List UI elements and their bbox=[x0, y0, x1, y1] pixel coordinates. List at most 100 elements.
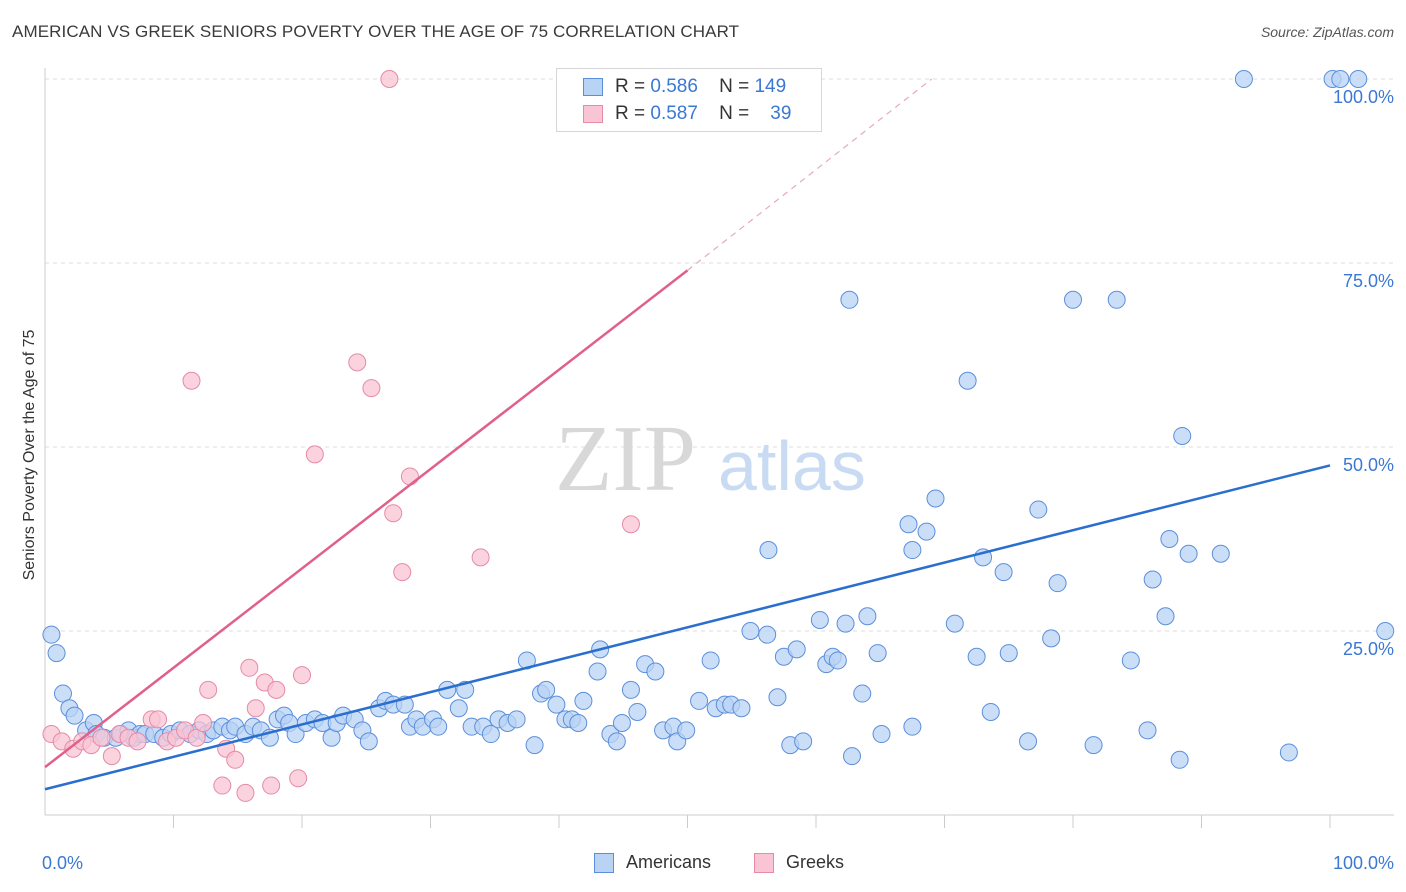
greeks-r-value: 0.587 bbox=[650, 103, 698, 124]
americans-point-92 bbox=[768, 688, 787, 707]
americans-point-129 bbox=[1143, 570, 1162, 589]
americans-point-62 bbox=[525, 736, 544, 755]
legend-row-americans: R = 0.586 N = 149 bbox=[583, 75, 786, 99]
greeks-point-36 bbox=[400, 467, 419, 486]
greeks-swatch bbox=[583, 105, 603, 123]
americans-point-83 bbox=[690, 691, 709, 710]
watermark-atlas: atlas bbox=[718, 427, 866, 505]
americans-point-125 bbox=[1084, 736, 1103, 755]
americans-point-82 bbox=[677, 721, 696, 740]
americans-point-119 bbox=[999, 644, 1018, 663]
americans-point-69 bbox=[574, 691, 593, 710]
americans-point-120 bbox=[1019, 732, 1038, 751]
greeks-point-24 bbox=[246, 699, 265, 718]
americans-point-60 bbox=[507, 710, 526, 729]
americans-point-134 bbox=[1179, 544, 1198, 563]
greeks-point-28 bbox=[289, 769, 308, 788]
greeks-point-18 bbox=[199, 680, 218, 699]
greeks-point-22 bbox=[236, 783, 255, 802]
americans-point-140 bbox=[1349, 70, 1368, 88]
americans-point-78 bbox=[646, 662, 665, 681]
source-label: Source: ZipAtlas.com bbox=[1260, 24, 1394, 40]
americans-point-53 bbox=[449, 699, 468, 718]
bottom-legend-americans[interactable]: Americans bbox=[594, 852, 711, 873]
americans-point-90 bbox=[758, 625, 777, 644]
americans-point-70 bbox=[588, 662, 607, 681]
y-tick-label-2: 75.0% bbox=[1343, 271, 1394, 291]
americans-point-106 bbox=[868, 644, 887, 663]
americans-point-73 bbox=[607, 732, 626, 751]
americans-point-124 bbox=[1064, 290, 1082, 309]
greeks-n-label: N = bbox=[719, 103, 750, 124]
americans-point-123 bbox=[1048, 574, 1067, 593]
americans-point-132 bbox=[1170, 750, 1189, 769]
greeks-r-label: R = bbox=[615, 103, 646, 124]
americans-legend-label: Americans bbox=[626, 852, 712, 872]
americans-point-130 bbox=[1160, 530, 1179, 548]
greeks-point-33 bbox=[380, 70, 399, 88]
americans-point-101 bbox=[836, 614, 855, 633]
y-axis-label: Seniors Poverty Over the Age of 75 bbox=[21, 329, 38, 581]
greeks-point-37 bbox=[471, 548, 490, 567]
greeks-point-6 bbox=[102, 747, 121, 766]
chart-title: AMERICAN VS GREEK SENIORS POVERTY OVER T… bbox=[12, 22, 740, 41]
americans-point-131 bbox=[1156, 607, 1175, 626]
y-tick-label-0: 25.0% bbox=[1343, 639, 1394, 659]
americans-point-141 bbox=[1376, 622, 1395, 640]
americans-trend-line bbox=[44, 464, 1331, 791]
americans-point-95 bbox=[787, 640, 806, 659]
americans-point-4 bbox=[65, 706, 84, 725]
americans-r-value: 0.586 bbox=[650, 76, 698, 97]
americans-point-113 bbox=[945, 614, 964, 633]
americans-point-102 bbox=[840, 290, 859, 309]
americans-n-label: N = bbox=[719, 76, 750, 97]
americans-point-76 bbox=[628, 702, 647, 721]
americans-point-117 bbox=[981, 702, 1000, 721]
americans-points bbox=[42, 70, 1395, 769]
greeks-point-23 bbox=[240, 658, 259, 677]
bottom-legend-greeks[interactable]: Greeks bbox=[754, 852, 844, 873]
greeks-point-21 bbox=[226, 750, 245, 769]
greeks-point-15 bbox=[182, 371, 201, 390]
watermark-zip: ZIP bbox=[555, 407, 696, 511]
americans-point-100 bbox=[828, 651, 847, 670]
americans-point-75 bbox=[621, 680, 640, 699]
americans-point-126 bbox=[1107, 290, 1126, 309]
greeks-point-9 bbox=[128, 732, 147, 751]
greeks-points bbox=[42, 70, 640, 802]
americans-point-139 bbox=[1331, 70, 1350, 88]
americans-point-112 bbox=[926, 489, 945, 508]
greeks-point-34 bbox=[384, 504, 403, 523]
greeks-point-27 bbox=[267, 680, 286, 699]
americans-point-89 bbox=[741, 622, 760, 640]
americans-point-103 bbox=[842, 747, 861, 766]
greeks-point-17 bbox=[194, 714, 213, 732]
americans-point-64 bbox=[537, 680, 556, 699]
greeks-n-value: 39 bbox=[770, 103, 792, 124]
americans-point-136 bbox=[1234, 70, 1253, 88]
americans-point-104 bbox=[853, 684, 872, 703]
greeks-point-32 bbox=[362, 379, 381, 398]
americans-point-105 bbox=[858, 607, 877, 626]
americans-point-108 bbox=[899, 515, 918, 534]
greeks-point-35 bbox=[393, 563, 412, 582]
y-tick-label-1: 50.0% bbox=[1343, 455, 1394, 475]
americans-point-0 bbox=[42, 625, 61, 644]
greeks-point-19 bbox=[213, 776, 232, 795]
greeks-point-38 bbox=[621, 515, 640, 534]
americans-point-107 bbox=[872, 725, 891, 744]
americans-point-1 bbox=[47, 644, 66, 663]
americans-swatch bbox=[583, 78, 603, 96]
americans-legend-swatch bbox=[594, 852, 614, 873]
greeks-point-5 bbox=[92, 728, 111, 747]
americans-point-88 bbox=[732, 699, 751, 718]
x-tick-label-max: 100.0% bbox=[1333, 853, 1394, 873]
greeks-point-31 bbox=[348, 353, 367, 372]
americans-point-51 bbox=[429, 717, 448, 736]
americans-n-value: 149 bbox=[754, 76, 787, 97]
americans-point-96 bbox=[794, 732, 813, 751]
trend-lines bbox=[44, 78, 1331, 791]
axes bbox=[44, 68, 1394, 828]
americans-point-84 bbox=[701, 651, 720, 670]
